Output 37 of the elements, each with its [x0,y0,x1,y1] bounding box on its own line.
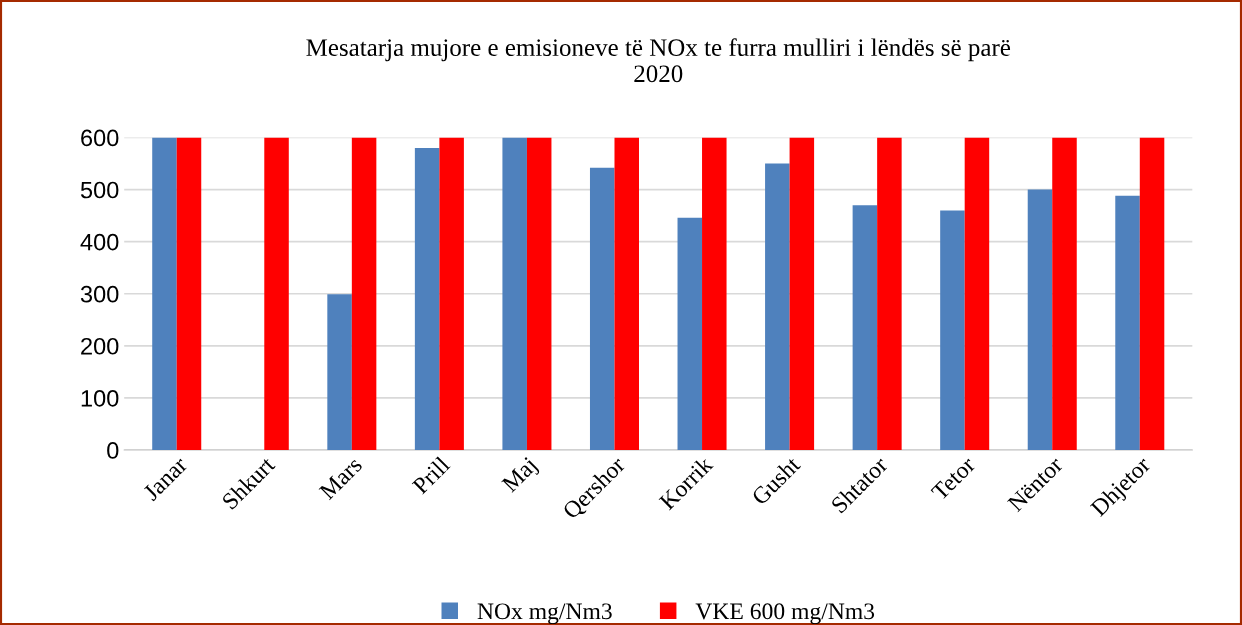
y-tick-label: 400 [80,233,119,251]
bar [1115,195,1140,450]
bar [414,147,440,450]
y-tick-label: 0 [107,442,119,459]
bar [351,137,377,450]
bar [1052,137,1077,450]
x-tick-label: Prill [411,455,451,495]
y-tick-label: 500 [80,181,119,199]
bar [152,137,177,450]
bar [852,205,878,450]
bar [940,210,965,450]
y-tick-label: 300 [80,285,119,303]
bar [176,137,202,450]
bar [327,294,352,450]
bar [589,167,615,450]
legend-label: VKE 600 mg/Nm3 [695,603,875,625]
legend-label: NOx mg/Nm3 [477,603,612,625]
bar [439,137,464,450]
bar [765,163,790,450]
y-tick-label: 600 [81,129,119,147]
bar [264,137,289,450]
bar [502,137,527,450]
x-tick-label: Maj [501,456,541,497]
bar [677,217,703,450]
bar [789,137,815,450]
bar [1139,137,1165,450]
bar [1027,189,1053,450]
bar [702,137,727,450]
chart-title: Mesatarja mujore e emisioneve të NOx te furra mulliri i lëndës së parë 2020 [306,38,1011,83]
bar [614,137,639,450]
x-tick-label: Tetor [930,455,977,502]
bar [526,137,552,450]
y-tick-label: 100 [81,389,119,407]
x-tick-label: Mars [318,456,363,501]
bar [877,137,902,450]
bar [964,137,990,450]
y-tick-label: 200 [81,337,119,355]
